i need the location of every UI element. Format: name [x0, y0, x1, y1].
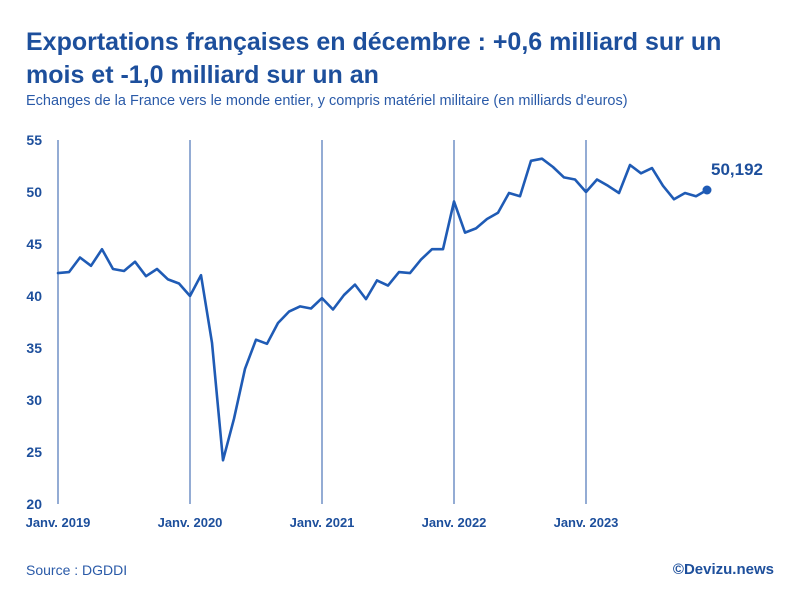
- x-axis-ticks: Janv. 2019 Janv. 2020 Janv. 2021 Janv. 2022…: [26, 515, 619, 530]
- y-tick-label: 20: [26, 496, 42, 512]
- y-tick-label: 40: [26, 288, 42, 304]
- last-point-marker: [702, 185, 712, 195]
- x-tick-label: Janv. 2023: [554, 515, 619, 530]
- y-axis-ticks: 20 25 30 35 40 45 50 55: [26, 132, 42, 512]
- chart-subtitle: Echanges de la France vers le monde enti…: [26, 93, 628, 109]
- credit-link[interactable]: ©Devizu.news: [672, 561, 774, 578]
- series-line-0: [56, 157, 709, 462]
- series-group: 50,192: [56, 157, 763, 462]
- source-note: Source : DGDDI: [26, 562, 128, 578]
- last-value-label: 50,192: [711, 160, 763, 179]
- y-tick-label: 25: [26, 444, 42, 460]
- y-tick-label: 30: [26, 392, 42, 408]
- x-tick-label: Janv. 2022: [422, 515, 487, 530]
- x-tick-label: Janv. 2020: [158, 515, 223, 530]
- y-tick-label: 35: [26, 340, 42, 356]
- y-tick-label: 55: [26, 132, 42, 148]
- chart-title: Exportations françaises en décembre : +0…: [26, 28, 722, 89]
- y-tick-label: 45: [26, 236, 42, 252]
- x-tick-label: Janv. 2019: [26, 515, 91, 530]
- x-tick-label: Janv. 2021: [290, 515, 355, 530]
- y-tick-label: 50: [26, 184, 42, 200]
- vertical-gridlines: [57, 140, 587, 504]
